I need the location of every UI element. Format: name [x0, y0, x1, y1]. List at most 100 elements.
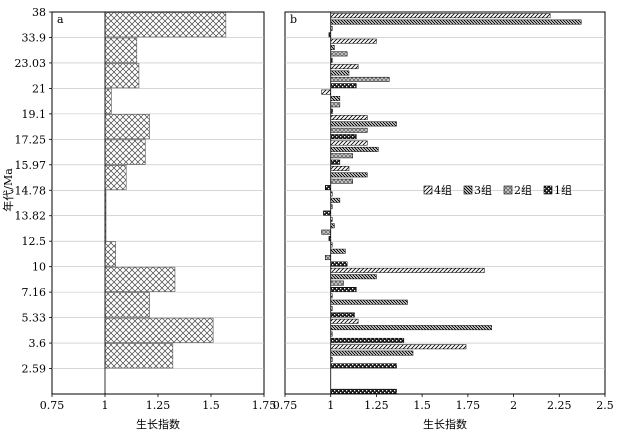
- x-tick-label: 0.75: [273, 399, 298, 412]
- bar-b-series-1: [330, 267, 485, 273]
- bar-b-series-1: [330, 13, 551, 19]
- y-tick-label: 13.82: [15, 210, 47, 223]
- bar-b-series-1: [330, 140, 368, 146]
- y-tick-label: 15.97: [15, 159, 47, 172]
- bar-b-series-2: [330, 350, 414, 356]
- y-tick-label: 38: [32, 6, 46, 19]
- y-tick-label: 10: [32, 261, 46, 274]
- panel-b-bars: [321, 13, 582, 394]
- bar-b-series-2: [330, 96, 341, 101]
- bar-b-series-1: [330, 166, 350, 171]
- bar-b-series-4: [330, 287, 357, 292]
- legend-label: 1组: [554, 183, 572, 197]
- panel-a-x-tick-labels: 0.75 1 1.25 1.5 1.75: [40, 394, 276, 412]
- bar-a: [104, 292, 150, 318]
- bar-b-series-2: [330, 146, 379, 152]
- bar-b-series-4: [330, 312, 355, 318]
- x-tick-label: 1.75: [456, 399, 481, 412]
- y-tick-label: 7.16: [22, 286, 47, 299]
- panel-b-label: b: [290, 13, 297, 26]
- y-tick-label: 33.9: [22, 31, 47, 44]
- panel-b-frame: [284, 11, 606, 395]
- x-tick-label: 1: [327, 399, 334, 412]
- y-tick-label: 23.03: [15, 57, 47, 70]
- bar-b-series-2: [330, 172, 368, 178]
- y-tick-label: 19.1: [22, 108, 47, 121]
- bar-b-series-2: [330, 197, 341, 203]
- y-tick-label: 14.78: [15, 184, 47, 197]
- bar-b-series-2: [330, 299, 408, 305]
- legend-label: 4组: [434, 183, 452, 197]
- x-tick-label: 1: [102, 399, 109, 412]
- bar-b-series-4: [324, 185, 331, 191]
- x-tick-label: 1.5: [202, 399, 220, 412]
- x-tick-label: 1.25: [146, 399, 171, 412]
- panel-a-x-axis-title: 生长指数: [136, 417, 180, 431]
- bar-b-series-4: [330, 134, 357, 140]
- bar-b-series-1: [330, 64, 359, 70]
- bar-b-series-1: [330, 318, 359, 324]
- panel-b-legend: 4组 3组 2组 1组: [423, 183, 572, 197]
- bar-b-series-1: [321, 89, 331, 95]
- bar-b-series-4: [330, 337, 405, 343]
- bar-b-series-3: [330, 178, 353, 184]
- panel-a: a 38 33.9 23.03 21 19.1 17.25 15.97 14.78 13.82 1…: [1, 6, 276, 431]
- x-tick-label: 2.25: [547, 399, 572, 412]
- bar-b-series-3: [330, 76, 390, 82]
- bar-a: [104, 63, 140, 89]
- bar-a: [104, 165, 127, 191]
- panel-a-label: a: [57, 13, 64, 26]
- bar-b-series-3: [330, 51, 348, 57]
- panel-b: b 0.75 1 1.25 1.5 1.75 2 2.25 2.5 生长指数 4组 3组 2组 1组: [273, 11, 614, 431]
- legend-swatch: [543, 185, 553, 195]
- bar-b-series-2: [330, 121, 397, 127]
- bar-b-series-2: [330, 19, 582, 25]
- y-axis-title: 年代/Ma: [1, 168, 15, 212]
- bar-a: [104, 114, 150, 140]
- panel-b-x-tick-labels: 0.75 1 1.25 1.5 1.75 2 2.25 2.5: [273, 394, 614, 412]
- bar-a: [104, 343, 174, 369]
- legend-swatch: [463, 185, 473, 195]
- bar-b-series-3: [330, 280, 344, 286]
- bar-b-series-1: [330, 115, 368, 120]
- bar-b-series-4: [330, 159, 341, 165]
- bar-b-series-1: [330, 38, 377, 44]
- bar-b-series-3: [321, 229, 331, 235]
- bar-b-series-2: [330, 274, 377, 280]
- bar-a: [104, 139, 146, 165]
- panel-a-gridlines: [52, 37, 264, 369]
- panel-b-x-axis-title: 生长指数: [423, 417, 467, 431]
- bar-a: [104, 12, 227, 38]
- panel-a-y-tick-labels: 38 33.9 23.03 21 19.1 17.25 15.97 14.78 13.82 12.…: [15, 6, 52, 376]
- bar-b-series-4: [330, 363, 397, 369]
- y-tick-label: 2.59: [22, 363, 47, 376]
- y-tick-label: 17.25: [15, 133, 47, 146]
- legend-swatch: [503, 185, 513, 195]
- bar-a: [104, 241, 116, 267]
- bar-b-series-2: [330, 45, 335, 50]
- x-tick-label: 2.5: [596, 399, 614, 412]
- bar-b-series-3: [324, 255, 331, 261]
- bar-b-series-4: [323, 210, 331, 216]
- bar-a: [104, 88, 112, 114]
- bar-b-series-2: [330, 70, 350, 76]
- bar-a: [104, 37, 138, 63]
- x-tick-label: 1.25: [364, 399, 389, 412]
- y-tick-label: 12.5: [22, 235, 47, 248]
- x-tick-label: 0.75: [40, 399, 65, 412]
- bar-b-series-1: [330, 344, 467, 350]
- bar-b-series-3: [330, 127, 368, 133]
- bar-b-series-2: [330, 248, 346, 254]
- bar-b-series-4: [330, 261, 348, 267]
- bar-b-series-2: [330, 325, 492, 331]
- bar-a: [104, 317, 214, 343]
- legend-label: 3组: [474, 183, 492, 197]
- bar-b-series-3: [330, 153, 353, 159]
- bar-a: [104, 266, 176, 292]
- x-tick-label: 1.5: [413, 399, 431, 412]
- bar-b-series-2: [330, 223, 335, 229]
- y-tick-label: 5.33: [22, 312, 47, 325]
- y-tick-label: 21: [32, 82, 46, 95]
- bar-b-series-4: [330, 83, 357, 89]
